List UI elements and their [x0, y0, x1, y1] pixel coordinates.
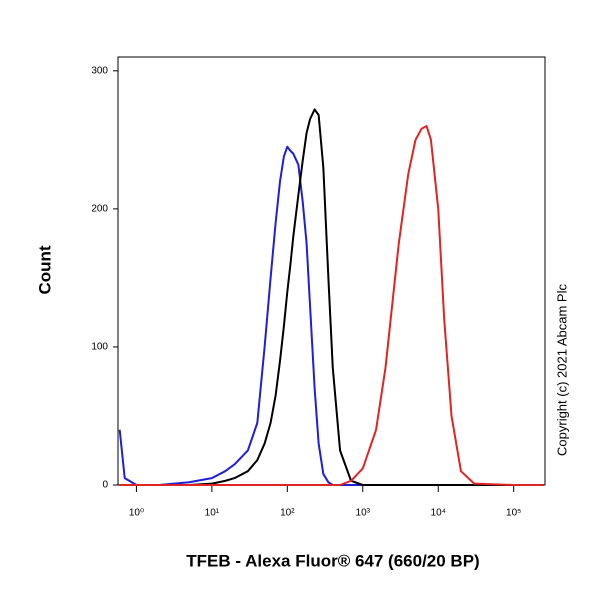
- x-tick-label: 10¹: [205, 508, 220, 519]
- histogram-line: [118, 145, 544, 486]
- y-tick-label: 200: [91, 204, 108, 215]
- y-tick-label: 0: [102, 480, 108, 491]
- histogram-line: [119, 125, 544, 486]
- y-axis-label: Count: [35, 245, 54, 294]
- plot-frame: [117, 56, 546, 486]
- x-tick-label: 10⁵: [506, 508, 521, 519]
- x-tick-label: 10⁰: [129, 508, 144, 519]
- y-tick-label: 100: [91, 342, 108, 353]
- copyright: Copyright (c) 2021 Abcam Plc: [554, 284, 569, 456]
- x-tick-label: 10³: [356, 508, 371, 519]
- x-tick-label: 10²: [280, 508, 295, 519]
- x-tick-label: 10⁴: [431, 508, 446, 519]
- histogram-line: [119, 108, 544, 486]
- y-tick-label: 300: [91, 65, 108, 76]
- x-axis-label: TFEB - Alexa Fluor® 647 (660/20 BP): [186, 551, 479, 570]
